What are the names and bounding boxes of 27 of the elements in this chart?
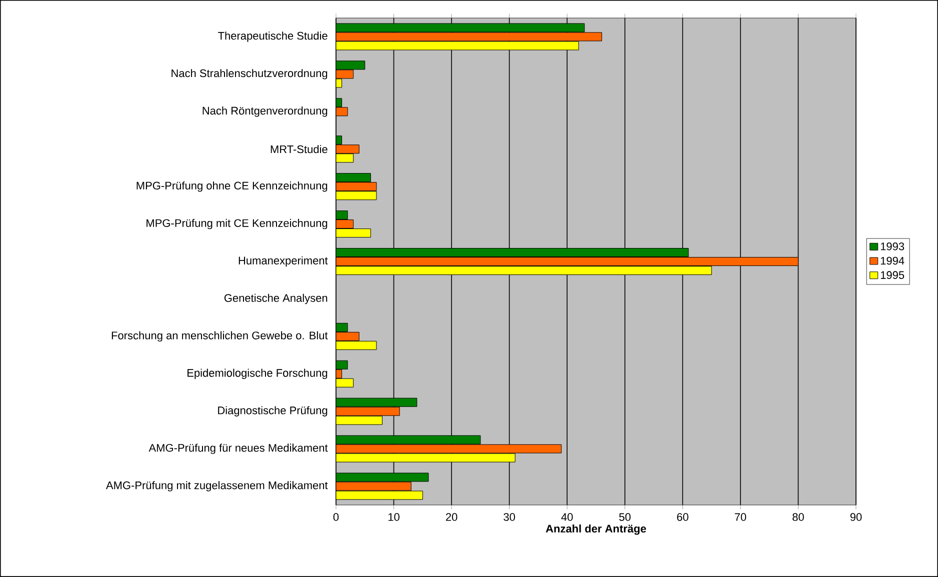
x-tick-label: 20: [446, 513, 458, 521]
y-tick-label: Therapeutische Studie: [218, 32, 328, 42]
y-tick-label: MRT-Studie: [270, 145, 328, 154]
y-tick-label: Epidemiologische Forschung: [188, 368, 328, 379]
x-tick-label: 60: [677, 513, 688, 521]
y-tick-label: AMG-Prüfung mit zugelassenem Medikament: [106, 481, 328, 492]
x-tick-label: 30: [504, 513, 516, 521]
x-tick-label: 50: [619, 513, 631, 521]
y-tick-label: AMG-Prüfung für neues Medikament: [148, 444, 328, 454]
x-tick-label: 90: [850, 513, 862, 521]
y-tick-label: Nach Röntgenverordnung: [202, 106, 328, 117]
legend-label: 1994: [880, 256, 904, 265]
x-tick-label: 40: [561, 513, 573, 521]
x-tick-label: 0: [333, 513, 339, 521]
x-tick-label: 70: [734, 513, 746, 521]
y-tick-label: Nach Strahlenschutzverordnung: [172, 69, 328, 80]
legend-label: 1993: [880, 242, 904, 250]
y-tick-label: MPG-Prüfung ohne CE Kennzeichnung: [136, 181, 328, 192]
x-axis-title: Anzahl der Anträge: [546, 524, 646, 535]
y-tick-label: Forschung an menschlichen Gewebe o. Blut: [112, 331, 328, 342]
legend-label: 1995: [880, 271, 904, 279]
y-tick-label: Humanexperiment: [238, 256, 328, 267]
y-tick-label: Genetische Analysen: [224, 294, 328, 304]
y-tick-label: MPG-Prüfung mit CE Kennzeichnung: [146, 218, 328, 230]
x-tick-label: 80: [792, 513, 804, 521]
x-tick-label: 10: [388, 513, 400, 521]
y-tick-label: Diagnostische Prüfung: [218, 406, 328, 416]
